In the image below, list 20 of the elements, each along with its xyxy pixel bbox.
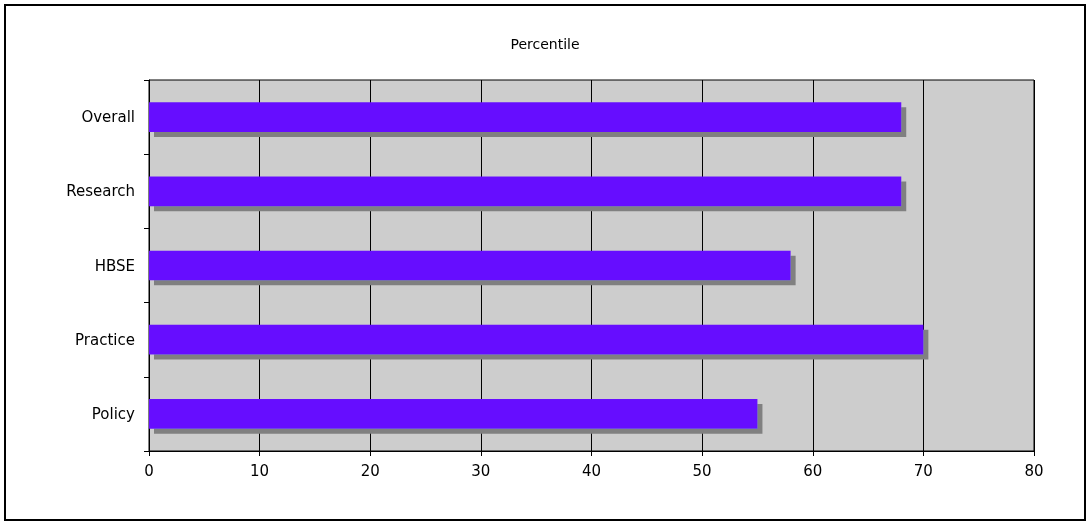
y-tick-label: Overall bbox=[81, 108, 135, 127]
bar bbox=[149, 176, 902, 207]
bar bbox=[149, 324, 924, 355]
x-tick-label: 10 bbox=[250, 461, 270, 480]
bar bbox=[149, 102, 902, 132]
y-tick-label: Research bbox=[66, 182, 135, 201]
x-tick-label: 0 bbox=[144, 461, 154, 480]
bar bbox=[149, 399, 758, 429]
y-tick-label: Practice bbox=[75, 330, 135, 349]
x-tick-label: 80 bbox=[1024, 461, 1044, 480]
x-tick-label: 60 bbox=[803, 461, 823, 480]
y-tick-label: HBSE bbox=[94, 256, 135, 275]
bar bbox=[149, 250, 791, 281]
x-tick-label: 30 bbox=[471, 461, 491, 480]
chart-title: Percentile bbox=[510, 36, 580, 52]
x-tick-label: 70 bbox=[913, 461, 933, 480]
x-tick-label: 20 bbox=[360, 461, 380, 480]
x-tick-label: 40 bbox=[581, 461, 602, 480]
x-tick-label: 50 bbox=[692, 461, 712, 480]
y-tick-label: Policy bbox=[91, 404, 136, 423]
